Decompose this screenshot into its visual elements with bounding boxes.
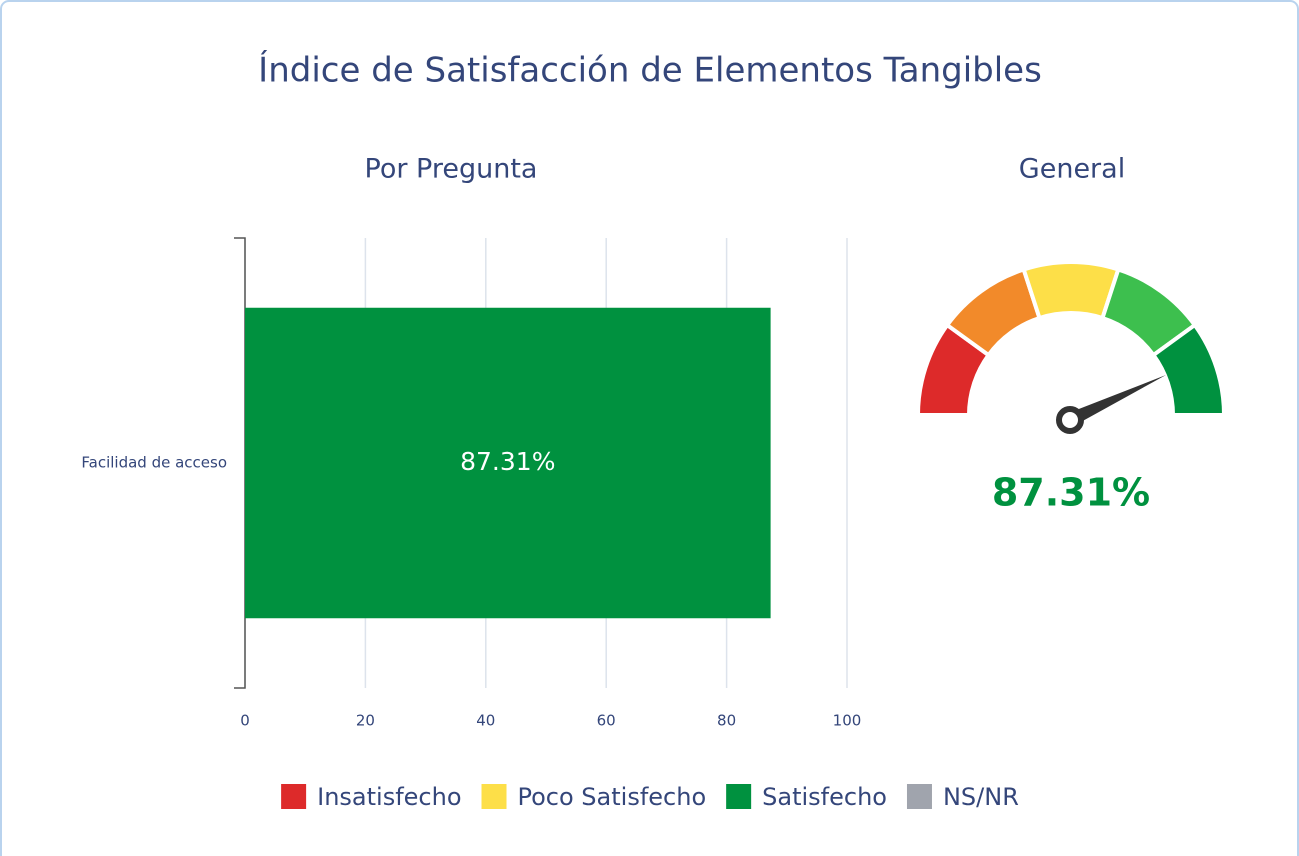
x-tick-label: 40 bbox=[476, 712, 495, 730]
x-tick-label: 60 bbox=[597, 712, 616, 730]
category-label: Facilidad de acceso bbox=[81, 454, 227, 472]
chart-title: Por Pregunta bbox=[365, 154, 538, 185]
legend-label: Insatisfecho bbox=[317, 783, 461, 811]
page-title: Índice de Satisfacción de Elementos Tang… bbox=[258, 50, 1042, 91]
legend-swatch bbox=[726, 784, 752, 809]
x-tick-label: 0 bbox=[240, 712, 250, 730]
chart-title: General bbox=[1019, 154, 1125, 185]
legend-swatch bbox=[481, 784, 507, 809]
x-tick-label: 80 bbox=[717, 712, 736, 730]
value-label: 87.31% bbox=[460, 447, 555, 476]
legend-swatch bbox=[906, 784, 932, 809]
gauge-band bbox=[1150, 322, 1227, 417]
legend-swatch bbox=[281, 784, 307, 809]
bar bbox=[245, 307, 771, 619]
legend-label: NS/NR bbox=[943, 783, 1019, 811]
gauge-needle bbox=[1067, 375, 1166, 427]
legend-label: Satisfecho bbox=[762, 783, 887, 811]
x-tick-label: 20 bbox=[356, 712, 375, 730]
legend-label: Poco Satisfecho bbox=[518, 783, 707, 811]
gauge-value: 87.31% bbox=[992, 471, 1150, 515]
x-tick-label: 100 bbox=[833, 712, 862, 730]
gauge-hub bbox=[1056, 406, 1084, 434]
